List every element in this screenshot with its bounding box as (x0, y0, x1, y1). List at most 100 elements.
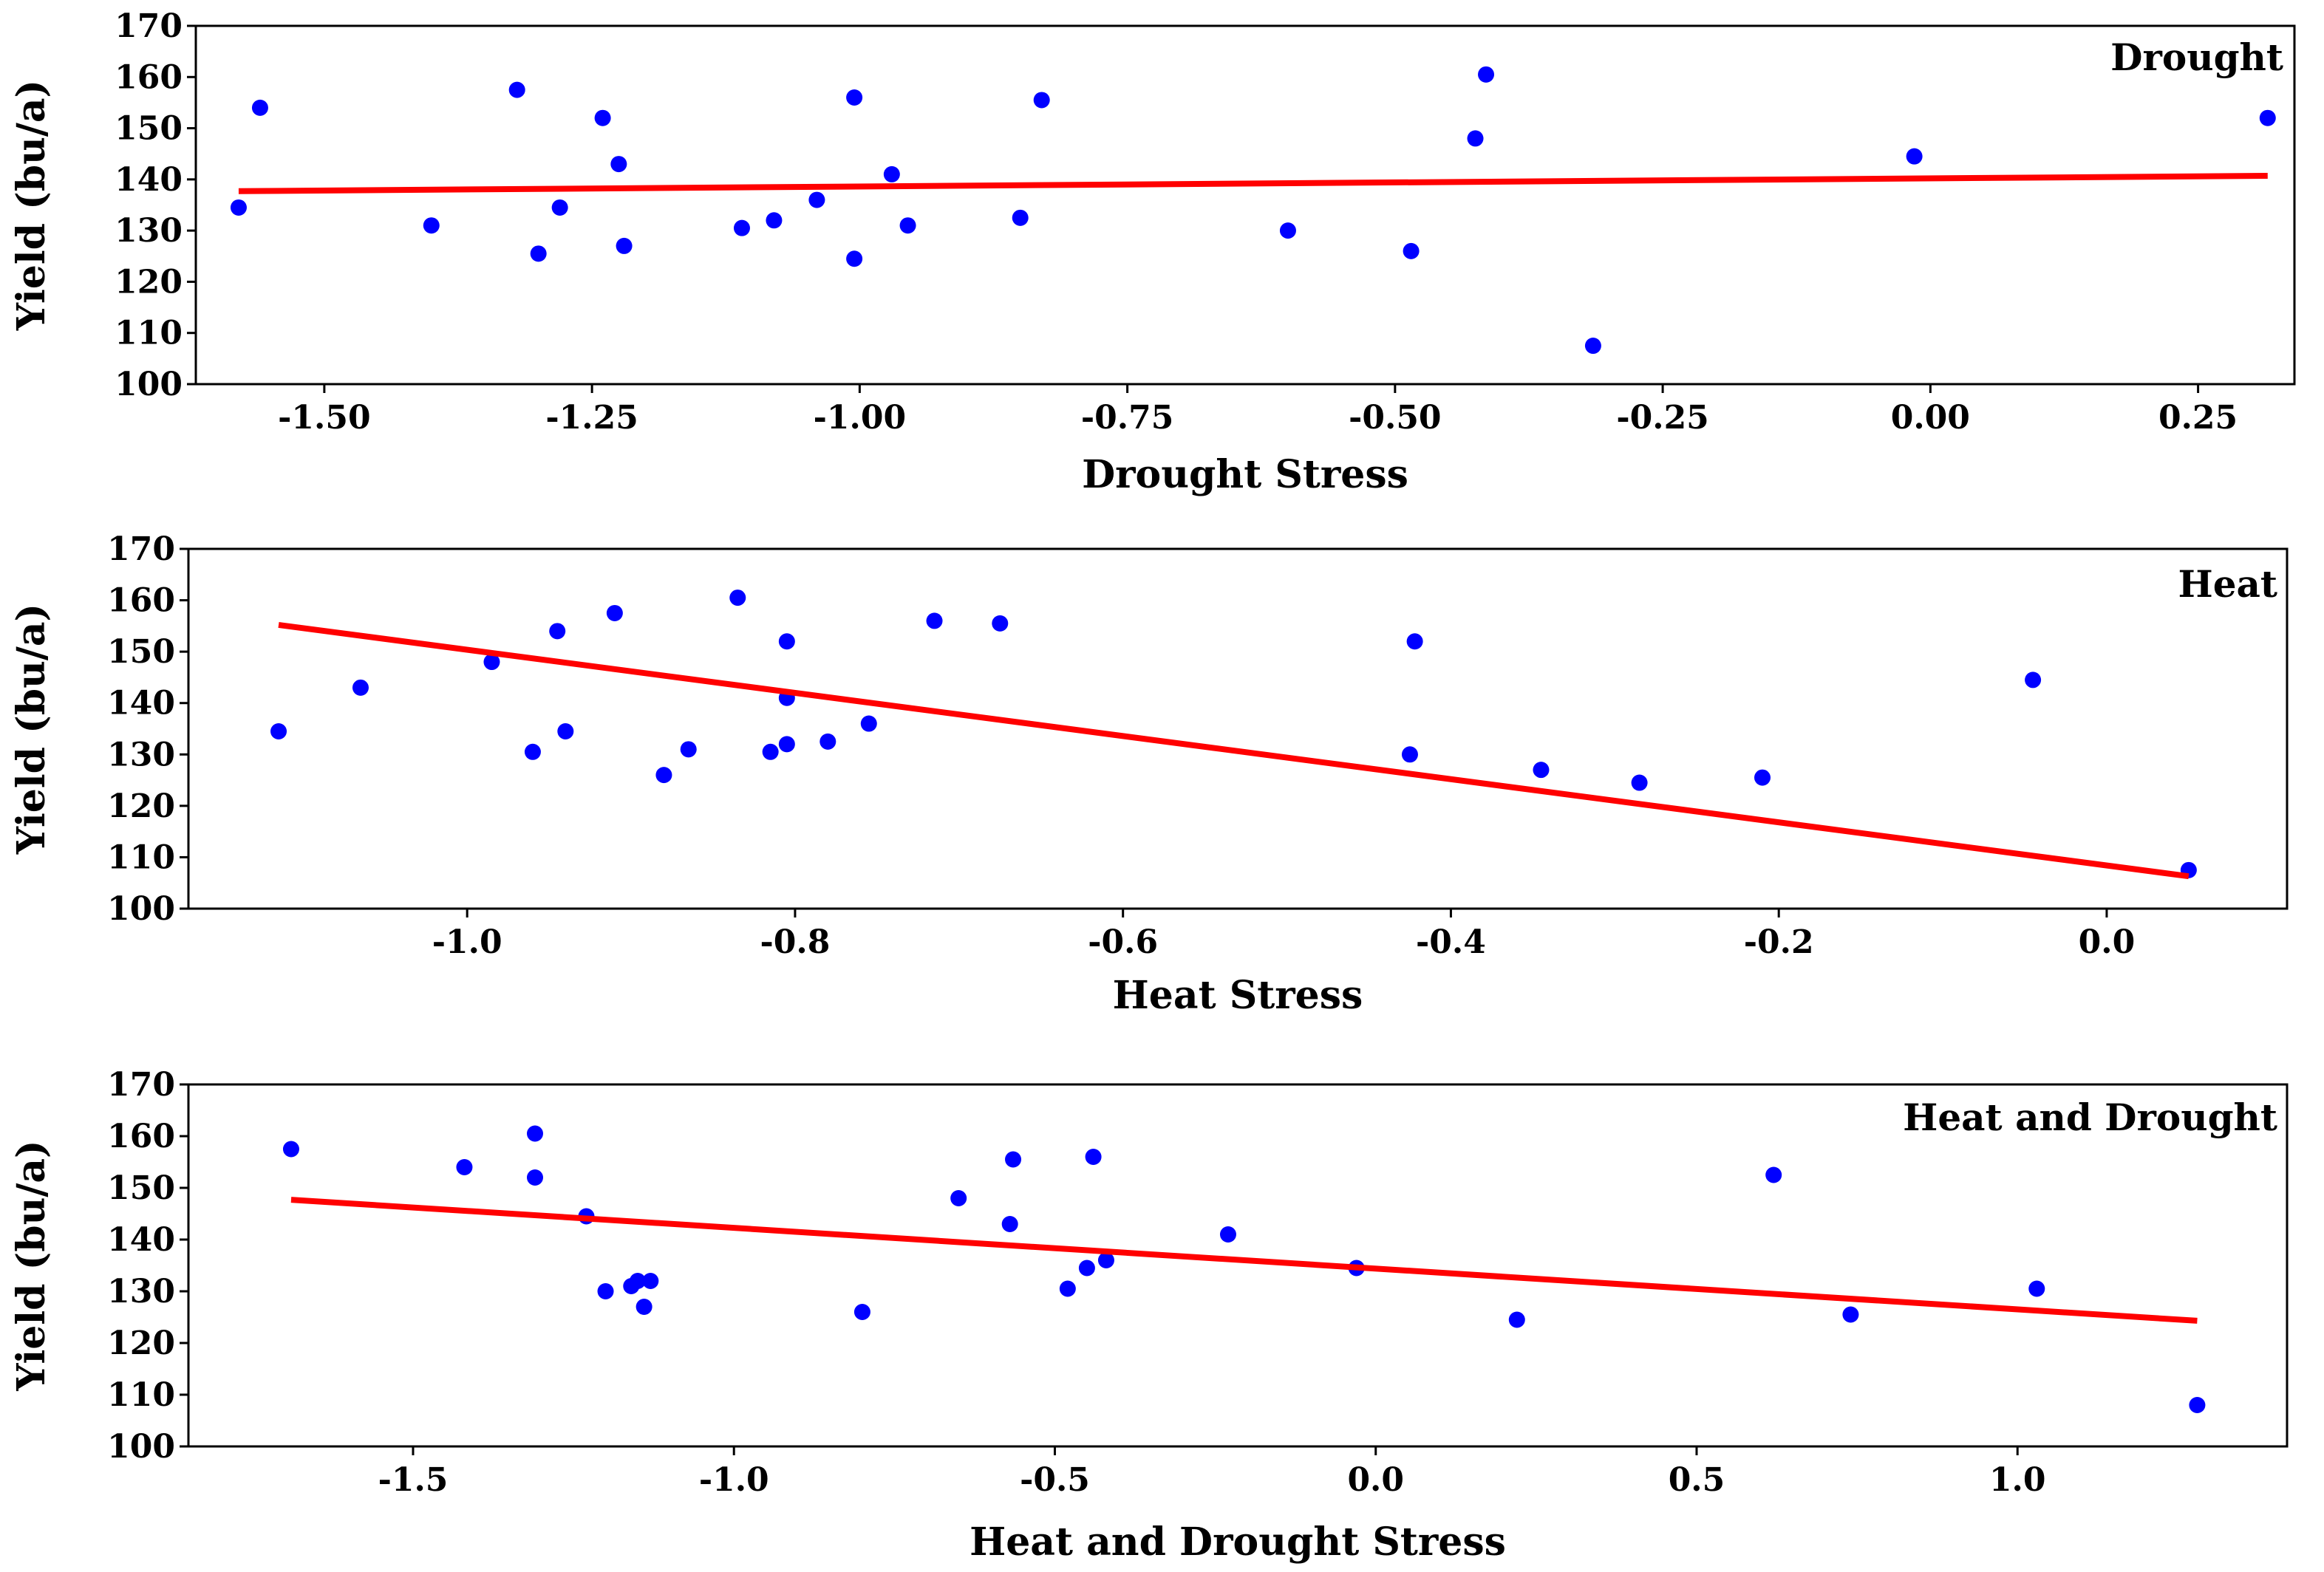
y-tick-label: 100 (107, 890, 175, 928)
data-point (282, 1141, 299, 1158)
data-point (616, 237, 633, 254)
data-point (251, 99, 268, 116)
data-point (557, 722, 574, 739)
panel-title: Drought (2110, 35, 2283, 79)
x-tick-label: -1.0 (432, 923, 502, 961)
data-point (1012, 209, 1029, 226)
data-point (551, 199, 568, 216)
x-axis-label: Heat Stress (1113, 973, 1363, 1018)
data-point (629, 1273, 646, 1289)
data-point (1078, 1260, 1095, 1277)
x-tick-label: -0.5 (1020, 1461, 1090, 1499)
data-point (1401, 746, 1418, 763)
data-point (733, 219, 750, 236)
data-point (2189, 1397, 2206, 1413)
data-point (1005, 1151, 1022, 1168)
x-tick-label: 0.00 (1891, 399, 1970, 437)
chart-panel-1: 100 110 120 130 140 150 160 170 -1.50 -1.25 -1.00 -… (9, 7, 2296, 497)
data-point (352, 679, 369, 696)
y-axis-label: Yield (bu/a) (9, 604, 54, 855)
y-tick-label: 130 (115, 212, 183, 250)
data-point (778, 736, 795, 753)
data-point (846, 89, 863, 106)
panel-title: Heat (2178, 562, 2277, 606)
data-point (883, 165, 900, 182)
y-tick-label: 160 (107, 1118, 175, 1155)
data-point (1001, 1216, 1018, 1232)
data-point (992, 615, 1009, 632)
data-point (766, 212, 783, 229)
y-tick-label: 170 (107, 530, 175, 568)
y-axis-label: Yield (bu/a) (9, 80, 54, 331)
y-tick-label: 120 (107, 1325, 175, 1362)
data-point (680, 741, 697, 758)
data-point (1508, 1311, 1525, 1328)
data-point (1631, 774, 1648, 791)
x-tick-label: -0.8 (760, 923, 831, 961)
data-point (1533, 762, 1550, 779)
data-point (1906, 148, 1923, 165)
y-tick-label: 100 (115, 366, 183, 403)
data-point (762, 743, 779, 760)
y-tick-label: 110 (115, 315, 183, 352)
y-tick-label: 140 (115, 161, 183, 199)
data-point (635, 1299, 652, 1315)
data-point (860, 715, 877, 732)
panel-title: Heat and Drought (1903, 1096, 2277, 1139)
x-axis-label: Drought Stress (1082, 452, 1408, 497)
data-point (1279, 222, 1296, 239)
data-point (594, 109, 611, 126)
x-tick-label: -0.75 (1081, 399, 1173, 437)
data-point (270, 722, 287, 739)
y-tick-label: 160 (107, 582, 175, 620)
data-point (456, 1159, 473, 1175)
x-tick-label: 0.5 (1669, 1461, 1725, 1499)
x-tick-label: 0.0 (1347, 1461, 1404, 1499)
data-point (1842, 1306, 1859, 1323)
data-point (423, 217, 440, 234)
data-point (1097, 1252, 1114, 1268)
y-tick-label: 100 (107, 1428, 175, 1466)
y-tick-label: 150 (115, 110, 183, 148)
data-point (1059, 1280, 1076, 1297)
x-tick-label: -0.50 (1349, 399, 1441, 437)
data-point (1754, 769, 1771, 786)
y-tick-label: 150 (107, 1169, 175, 1207)
regression-line (278, 621, 2190, 880)
y-tick-label: 130 (107, 1273, 175, 1310)
data-point (526, 1169, 543, 1186)
data-point (610, 156, 627, 173)
data-point (230, 199, 247, 216)
y-tick-label: 170 (107, 1066, 175, 1104)
y-tick-label: 130 (107, 736, 175, 773)
regression-line (290, 1197, 2198, 1324)
x-tick-label: -1.25 (545, 399, 638, 437)
x-tick-label: 1.0 (1989, 1461, 2046, 1499)
data-point (1219, 1226, 1236, 1243)
y-tick-label: 140 (107, 1221, 175, 1259)
regression-line (238, 173, 2268, 194)
data-point (2025, 671, 2042, 688)
y-tick-label: 170 (115, 7, 183, 45)
x-tick-label: 0.25 (2158, 399, 2238, 437)
y-tick-label: 160 (115, 58, 183, 96)
y-tick-label: 120 (115, 263, 183, 301)
data-point (853, 1304, 870, 1320)
x-tick-label: -1.50 (278, 399, 370, 437)
data-point (1403, 242, 1420, 259)
x-tick-label: -1.00 (814, 399, 906, 437)
data-point (530, 245, 547, 262)
data-point (846, 250, 863, 267)
data-point (606, 604, 623, 621)
y-tick-label: 110 (107, 838, 175, 876)
data-point (1765, 1166, 1782, 1183)
x-tick-label: -0.6 (1088, 923, 1158, 961)
plot-frame (187, 547, 2289, 910)
x-tick-label: -0.2 (1744, 923, 1814, 961)
y-axis-label: Yield (bu/a) (9, 1140, 54, 1391)
plot-frame (187, 1083, 2289, 1448)
y-tick-label: 140 (107, 685, 175, 722)
data-point (1467, 130, 1484, 147)
data-point (778, 633, 795, 650)
